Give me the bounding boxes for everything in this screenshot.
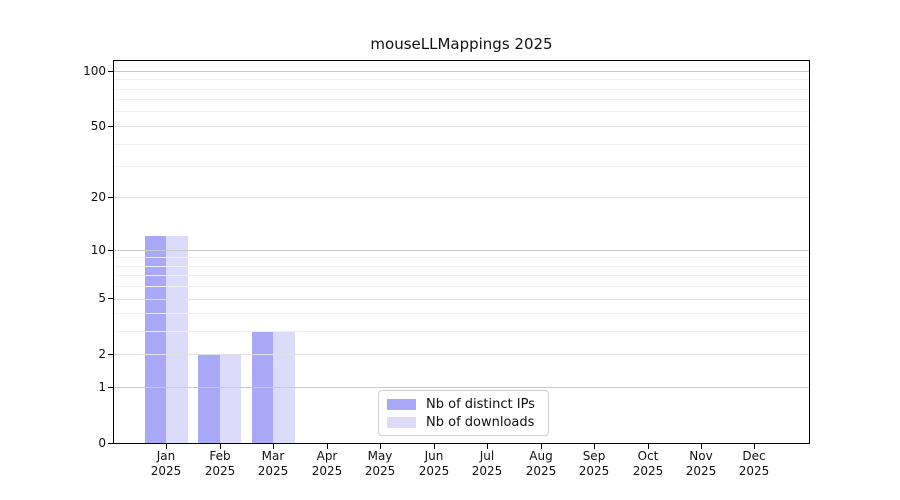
legend-swatch-downloads [387,416,416,428]
x-tick-label-may: May 2025 [364,449,396,478]
legend: Nb of distinct IPs Nb of downloads [378,390,549,436]
y-tick-label-5: 5 [98,291,106,305]
gridline-minor-80 [114,88,809,90]
y-tick-5 [108,298,114,299]
gridline-minor-30 [114,166,809,167]
y-tick-100 [108,71,114,72]
gridline-10 [114,249,809,251]
y-tick-10 [108,250,114,251]
gridline-minor-70 [114,99,809,101]
x-tick-10 [701,444,702,449]
gridline-minor-40 [114,143,809,145]
gridline-minor-90 [114,79,809,81]
gridline-50 [114,125,809,127]
x-tick-9 [648,444,649,449]
bar-distinct-ips-mar [251,331,274,443]
x-tick-label-feb: Feb 2025 [204,449,236,478]
legend-label-distinct-ips: Nb of distinct IPs [426,396,535,412]
x-tick-label-dec: Dec 2025 [738,449,770,478]
x-tick-label-nov: Nov 2025 [685,449,717,478]
x-tick-7 [541,444,542,449]
gridline-minor-6 [114,286,809,288]
bar-distinct-ips-jan [144,236,167,443]
gridline-20 [114,197,809,199]
x-tick-label-apr: Apr 2025 [311,449,343,478]
y-tick-label-0: 0 [98,436,106,450]
legend-swatch-distinct-ips [387,398,416,410]
y-tick-50 [108,126,114,127]
x-tick-label-jun: Jun 2025 [418,449,450,478]
bar-downloads-feb [219,354,242,443]
gridline-100 [114,70,809,72]
x-tick-1 [220,444,221,449]
x-tick-0 [166,444,167,449]
y-tick-label-10: 10 [90,243,106,257]
gridline-minor-7 [114,275,809,277]
bar-distinct-ips-feb [198,354,220,443]
y-tick-20 [108,197,114,198]
x-tick-label-oct: Oct 2025 [632,449,664,478]
gridline-minor-3 [114,331,809,333]
x-tick-11 [754,444,755,449]
gridline-minor-60 [114,111,809,113]
y-tick-0 [108,443,114,444]
y-tick-label-50: 50 [90,119,106,133]
x-tick-6 [487,444,488,449]
x-tick-label-jan: Jan 2025 [150,449,182,478]
gridline-5 [114,298,809,300]
legend-item-distinct-ips: Nb of distinct IPs [387,397,540,412]
y-tick-label-20: 20 [90,190,106,204]
x-tick-3 [327,444,328,449]
gridline-minor-4 [114,313,809,315]
gridline-minor-8 [114,265,809,267]
legend-item-downloads: Nb of downloads [387,415,540,430]
bar-downloads-jan [166,236,188,443]
y-tick-2 [108,354,114,355]
x-tick-label-aug: Aug 2025 [525,449,557,478]
x-tick-label-sep: Sep 2025 [578,449,610,478]
bar-downloads-mar [273,331,295,443]
x-tick-5 [434,444,435,449]
y-tick-1 [108,387,114,388]
y-tick-label-1: 1 [98,380,106,394]
y-tick-label-100: 100 [83,64,106,78]
x-tick-8 [594,444,595,449]
x-tick-label-mar: Mar 2025 [257,449,289,478]
x-tick-4 [380,444,381,449]
gridline-minor-9 [114,257,809,259]
legend-label-downloads: Nb of downloads [426,414,535,430]
x-tick-label-jul: Jul 2025 [471,449,503,478]
plot-area [113,60,810,444]
chart-title: mouseLLMappings 2025 [370,35,553,53]
x-tick-2 [273,444,274,449]
y-tick-label-2: 2 [98,347,106,361]
